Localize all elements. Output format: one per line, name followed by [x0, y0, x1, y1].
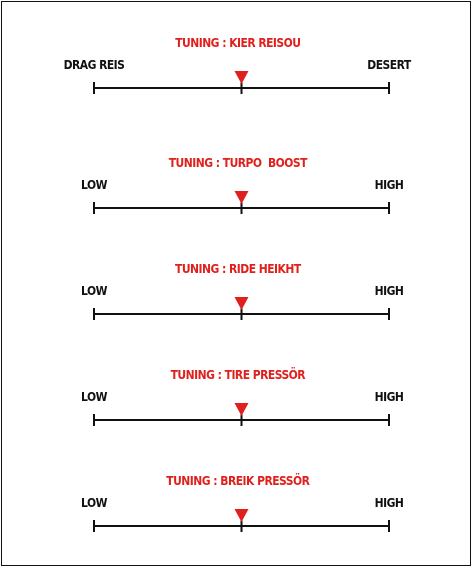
- slider-title: TUNING : KIER REISOU: [175, 35, 301, 50]
- slider-min-label: LOW: [81, 283, 107, 298]
- slider-title: TUNING : RIDE HEIKHT: [175, 261, 301, 276]
- slider-min-label: LOW: [81, 177, 107, 192]
- slider-track[interactable]: [0, 403, 474, 427]
- slider-kier-reisou: TUNING : KIER REISOU DRAG REIS DESERT: [0, 35, 474, 105]
- slider-track[interactable]: [0, 191, 474, 215]
- slider-min-label: LOW: [81, 389, 107, 404]
- slider-max-label: HIGH: [374, 495, 404, 510]
- down-triangle-marker-icon[interactable]: [234, 403, 249, 416]
- slider-track[interactable]: [0, 297, 474, 321]
- down-triangle-marker-icon[interactable]: [234, 297, 249, 310]
- slider-breik-pressor: TUNING : BREIK PRESSÖR LOW HIGH: [0, 473, 474, 543]
- down-triangle-marker-icon[interactable]: [234, 509, 249, 522]
- slider-max-label: DESERT: [367, 57, 411, 72]
- slider-turpo-boost: TUNING : TURPO BOOST LOW HIGH: [0, 155, 474, 225]
- slider-title: TUNING : BREIK PRESSÖR: [166, 473, 310, 488]
- slider-track[interactable]: [0, 509, 474, 533]
- slider-track[interactable]: [0, 71, 474, 95]
- slider-max-label: HIGH: [374, 283, 404, 298]
- slider-title: TUNING : TURPO BOOST: [168, 155, 308, 170]
- down-triangle-marker-icon[interactable]: [234, 191, 249, 204]
- slider-tire-pressor: TUNING : TIRE PRESSÖR LOW HIGH: [0, 367, 474, 437]
- slider-min-label: DRAG REIS: [63, 57, 125, 72]
- slider-max-label: HIGH: [374, 177, 404, 192]
- slider-max-label: HIGH: [374, 389, 404, 404]
- slider-title: TUNING : TIRE PRESSÖR: [170, 367, 306, 382]
- slider-ride-heikht: TUNING : RIDE HEIKHT LOW HIGH: [0, 261, 474, 331]
- down-triangle-marker-icon[interactable]: [234, 71, 249, 84]
- slider-min-label: LOW: [81, 495, 107, 510]
